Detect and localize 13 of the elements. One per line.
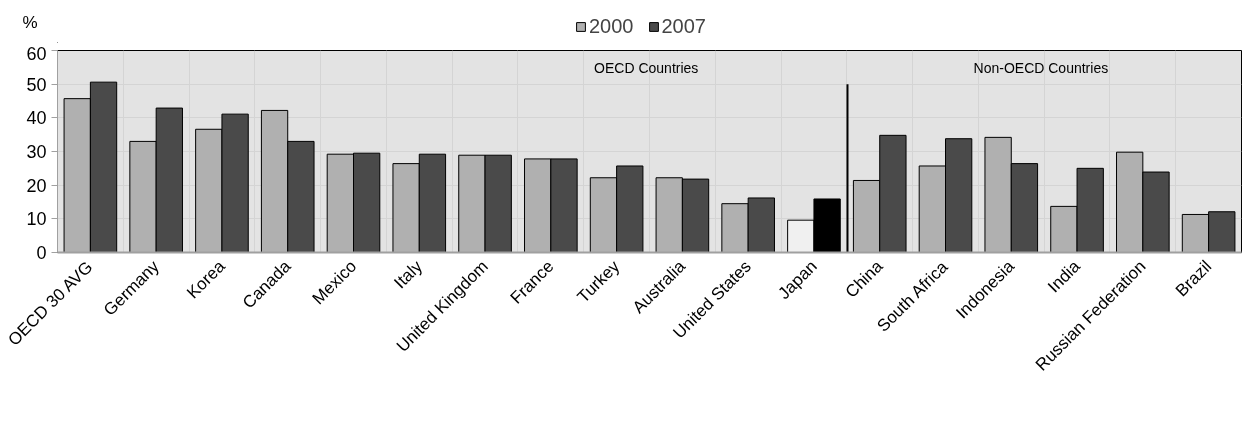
y-tick-label: 10 (26, 209, 47, 230)
y-tick-label: 40 (26, 108, 47, 129)
y-tick-label: 0 (36, 243, 47, 263)
y-axis-title: % (22, 13, 38, 32)
legend-label: 2000 (589, 15, 634, 38)
annotation: OECD Countries (594, 59, 699, 76)
legend-label: 2007 (661, 15, 706, 38)
y-tick-label: 60 (26, 43, 47, 64)
y-tick-label: 20 (26, 175, 47, 196)
annotation: Non-OECD Countries (973, 59, 1109, 76)
y-tick-label: 50 (26, 74, 47, 95)
x-tick-label: Italy (390, 256, 427, 293)
y-tick-label: 30 (26, 142, 47, 162)
